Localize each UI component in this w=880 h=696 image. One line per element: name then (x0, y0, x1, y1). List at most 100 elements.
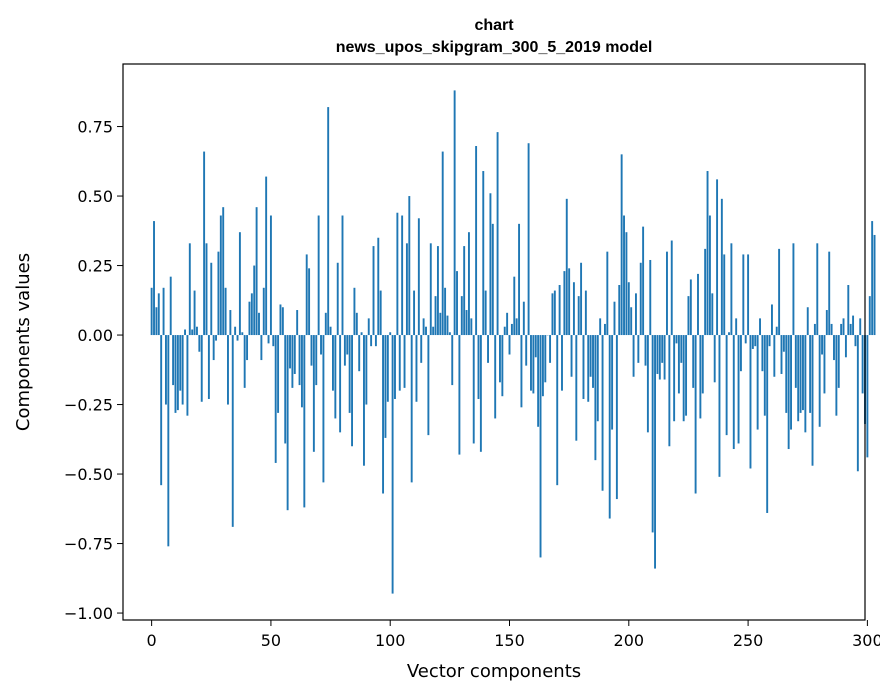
bar (613, 301, 616, 336)
x-tick-label: 150 (494, 631, 525, 650)
x-tick-label: 250 (733, 631, 764, 650)
bar (835, 335, 838, 416)
bar (565, 198, 568, 336)
bar (231, 335, 234, 527)
bar (341, 215, 344, 336)
bar (520, 335, 523, 408)
bar (339, 335, 342, 433)
bar (193, 290, 196, 336)
bar (382, 335, 385, 494)
bar (551, 293, 554, 336)
bar (417, 218, 420, 336)
bar (825, 310, 828, 336)
x-tick-label: 0 (147, 631, 157, 650)
bar (219, 215, 222, 336)
bar (732, 335, 735, 450)
bar (804, 335, 807, 433)
bar (742, 254, 745, 336)
bar (580, 262, 583, 336)
bar (577, 296, 580, 336)
bar (592, 335, 594, 388)
bar (363, 335, 365, 466)
bar (642, 226, 645, 336)
bar (184, 329, 186, 336)
bar (766, 335, 769, 513)
bar (756, 335, 759, 430)
bar (797, 335, 800, 422)
bar (837, 335, 840, 388)
bar (635, 293, 637, 336)
bar (759, 318, 761, 336)
bar (157, 293, 160, 336)
bar (780, 335, 783, 374)
bar (654, 335, 656, 569)
bar (277, 335, 280, 413)
bar (234, 326, 237, 336)
bar (487, 335, 489, 363)
bar (818, 335, 821, 427)
bar (317, 215, 320, 336)
bar (666, 251, 668, 336)
bar (685, 335, 688, 416)
bar (611, 335, 614, 430)
bar (448, 332, 451, 336)
x-tick-label: 50 (261, 631, 281, 650)
bar (506, 312, 509, 336)
bar (692, 335, 695, 388)
bar (852, 315, 855, 336)
y-axis-ticks: −1.00 −0.75 −0.50 −0.25 0.00 0.25 0.50 0.75 (64, 118, 123, 623)
bar (587, 335, 590, 402)
bar (847, 285, 850, 336)
bar (458, 335, 461, 455)
y-tick-label: 0.75 (77, 118, 113, 137)
bar (413, 290, 416, 336)
bar (775, 326, 778, 336)
bar (179, 335, 182, 391)
bars (150, 90, 876, 594)
bar (730, 243, 733, 336)
bar (456, 271, 458, 336)
y-tick-label: −1.00 (64, 604, 113, 623)
bar (763, 335, 766, 416)
bar (849, 323, 852, 336)
bar (549, 335, 552, 363)
bar (441, 151, 444, 336)
bar (286, 335, 289, 511)
bar (479, 335, 482, 452)
bar (744, 335, 747, 344)
bar (575, 335, 578, 441)
bar (537, 335, 540, 427)
bar (207, 335, 210, 399)
bar (728, 332, 730, 336)
bar (169, 276, 172, 336)
bar (503, 326, 506, 336)
bar (429, 243, 432, 336)
bar (200, 335, 203, 402)
bar (425, 326, 427, 336)
bar (811, 335, 814, 466)
x-tick-label: 200 (614, 631, 645, 650)
bar (150, 287, 153, 336)
bar (718, 335, 721, 477)
bar (312, 335, 315, 452)
bar (372, 246, 375, 336)
bar (444, 287, 447, 336)
bar (181, 335, 184, 405)
bar (198, 335, 201, 352)
bar (508, 335, 511, 355)
bar (701, 335, 704, 394)
bar (336, 262, 339, 336)
bar (291, 335, 294, 388)
bar (296, 310, 299, 336)
bar (828, 251, 831, 336)
bar (420, 335, 423, 363)
bar (625, 232, 628, 336)
bar (661, 335, 664, 363)
bar (167, 335, 170, 547)
bar (813, 323, 816, 336)
y-tick-label: 0.50 (77, 187, 113, 206)
bar (477, 335, 480, 399)
bar (644, 335, 647, 366)
